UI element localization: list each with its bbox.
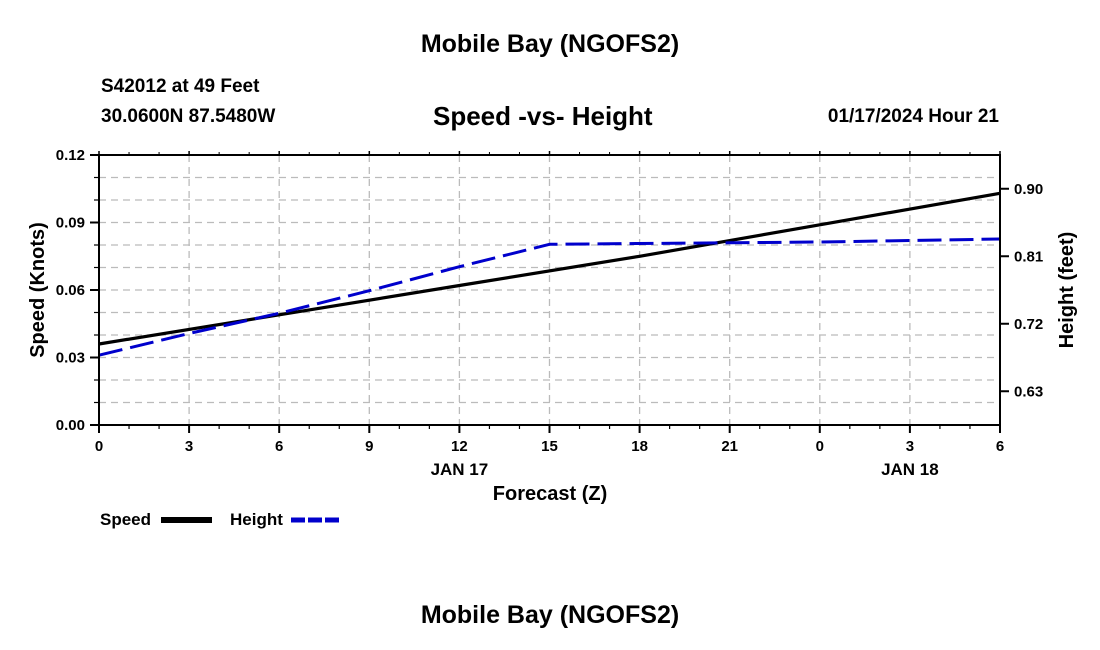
chart-title: Mobile Bay (NGOFS2) [420,30,680,58]
y-tick-label: 0.06 [56,282,85,299]
y2-axis-title: Height (feet) [1056,232,1078,349]
x-tick-label: 0 [816,438,824,455]
legend-label-height: Height [230,510,283,529]
legend: Speed Height [100,510,342,529]
x-axis-title: Forecast (Z) [493,483,607,505]
y-tick-label: 0.03 [56,350,85,367]
legend-label-speed: Speed [100,510,151,529]
y-tick-label: 0.12 [56,147,85,164]
y2-tick-label: 0.63 [1014,383,1043,400]
chart-subtitle: Speed -vs- Height [433,101,653,131]
station-label: S42012 at 49 Feet [101,76,260,97]
x-tick-label: 3 [906,438,914,455]
plot-frame [98,154,1001,426]
y2-tick-label: 0.81 [1014,248,1043,265]
y2-tick-label: 0.72 [1014,316,1043,333]
y2-tick-label: 0.90 [1014,181,1043,198]
grid [99,154,1000,425]
y-tick-label: 0.00 [56,417,85,434]
x-tick-label: 6 [275,438,283,455]
footer-title: Mobile Bay (NGOFS2) [420,601,680,629]
x-date-label: JAN 18 [881,460,939,479]
station-coordinates: 30.0600N 87.5480W [101,106,276,127]
x-tick-label: 3 [185,438,193,455]
series-line-height [98,237,1001,357]
x-tick-label: 18 [631,438,648,455]
x-tick-label: 0 [95,438,103,455]
series-lines [98,191,1001,357]
x-tick-label: 15 [541,438,558,455]
x-tick-label: 21 [721,438,738,455]
x-date-label: JAN 17 [431,460,489,479]
x-tick-label: 9 [365,438,373,455]
forecast-timestamp: 01/17/2024 Hour 21 [827,106,999,127]
x-tick-label: 6 [996,438,1004,455]
y-tick-label: 0.09 [56,215,85,232]
series-line-speed [98,191,1001,346]
axis-labels: 0 3 6 9 12 15 18 21 0 3 6 JAN 17 JAN 18 0.00 0.03 0.06 0… [27,147,1078,505]
y-axis-title: Speed (Knots) [27,222,49,358]
x-tick-label: 12 [451,438,468,455]
